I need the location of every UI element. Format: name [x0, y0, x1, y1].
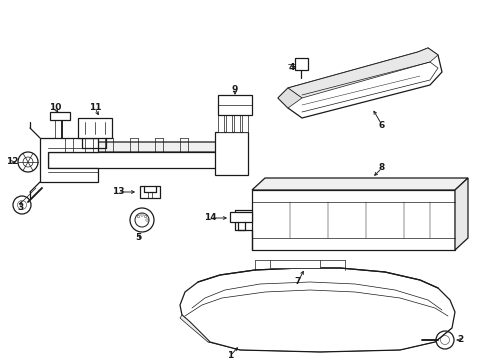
Polygon shape	[294, 58, 307, 70]
Text: 10: 10	[49, 104, 61, 112]
Text: 9: 9	[231, 85, 238, 94]
Text: 5: 5	[135, 234, 141, 243]
Text: 4: 4	[288, 63, 295, 72]
Polygon shape	[40, 138, 98, 182]
Polygon shape	[180, 268, 454, 352]
Polygon shape	[48, 152, 227, 168]
Polygon shape	[287, 48, 437, 98]
Polygon shape	[278, 48, 441, 118]
Polygon shape	[180, 315, 209, 342]
Polygon shape	[218, 112, 224, 132]
Polygon shape	[454, 178, 467, 250]
Polygon shape	[48, 142, 238, 152]
Polygon shape	[218, 95, 251, 115]
Text: 13: 13	[112, 188, 124, 197]
Polygon shape	[278, 88, 302, 108]
Polygon shape	[269, 260, 319, 268]
Text: 7: 7	[294, 278, 301, 287]
Polygon shape	[140, 186, 160, 198]
Polygon shape	[78, 118, 112, 138]
Text: 8: 8	[378, 163, 385, 172]
Text: 12: 12	[6, 158, 18, 166]
Text: 14: 14	[203, 213, 216, 222]
Polygon shape	[225, 112, 231, 132]
Polygon shape	[251, 190, 454, 250]
Polygon shape	[242, 112, 247, 132]
Polygon shape	[251, 178, 467, 190]
Text: 2: 2	[456, 336, 462, 345]
Text: 1: 1	[226, 351, 233, 360]
Text: 11: 11	[88, 104, 101, 112]
Polygon shape	[50, 112, 70, 120]
Polygon shape	[234, 112, 240, 132]
Polygon shape	[229, 212, 251, 222]
Text: 6: 6	[378, 121, 385, 130]
Text: 3: 3	[17, 203, 23, 212]
Polygon shape	[215, 132, 247, 175]
